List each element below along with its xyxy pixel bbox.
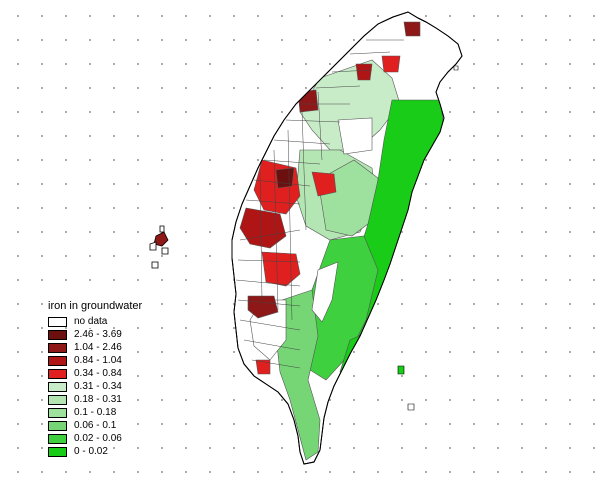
legend-label: 1.04 - 2.46 [73, 341, 123, 354]
legend-label: 0.31 - 0.34 [73, 380, 123, 393]
legend-item: 0.31 - 0.34 [48, 380, 178, 393]
legend-item: 0.06 - 0.1 [48, 419, 178, 432]
district-boundaries [235, 39, 404, 369]
legend-label: 0.02 - 0.06 [73, 432, 123, 445]
legend-swatch [48, 316, 67, 327]
legend-label: 0.06 - 0.1 [73, 419, 118, 432]
legend-item: 2.46 - 3.69 [48, 328, 178, 341]
legend-label: 0.34 - 0.84 [73, 367, 123, 380]
legend-item: 0.1 - 0.18 [48, 406, 178, 419]
orchid-island [407, 403, 415, 411]
legend-label: 0.1 - 0.18 [73, 406, 118, 419]
region-green [275, 289, 321, 461]
legend-item: no data [48, 315, 178, 328]
penghu-islands [149, 225, 169, 269]
map-regions [235, 21, 447, 461]
map-legend: iron in groundwater no data 2.46 - 3.69 1.… [48, 299, 178, 458]
green-island [397, 365, 405, 375]
legend-swatch [48, 329, 67, 340]
legend-item: 0.02 - 0.06 [48, 432, 178, 445]
legend-label: 0 - 0.02 [73, 445, 109, 458]
legend-label: 2.46 - 3.69 [73, 328, 123, 341]
legend-swatch [48, 394, 67, 405]
north-islet [453, 65, 459, 71]
legend-swatch [48, 420, 67, 431]
region-red [403, 21, 421, 37]
region-no-data [311, 261, 339, 323]
legend-rows: no data 2.46 - 3.69 1.04 - 2.46 0.84 - 1.04… [48, 315, 178, 458]
region-red [355, 63, 373, 81]
region-red [381, 55, 401, 73]
legend-label: 0.84 - 1.04 [73, 354, 123, 367]
legend-item: 1.04 - 2.46 [48, 341, 178, 354]
region-red [275, 167, 295, 189]
legend-swatch [48, 381, 67, 392]
legend-swatch [48, 446, 67, 457]
legend-label: 0.18 - 0.31 [73, 393, 123, 406]
region-no-data [337, 117, 373, 155]
region-red [297, 89, 319, 113]
legend-swatch [48, 342, 67, 353]
legend-title: iron in groundwater [48, 299, 145, 313]
legend-item: 0.84 - 1.04 [48, 354, 178, 367]
legend-item: 0 - 0.02 [48, 445, 178, 458]
legend-swatch [48, 407, 67, 418]
legend-item: 0.18 - 0.31 [48, 393, 178, 406]
legend-swatch [48, 355, 67, 366]
legend-item: 0.34 - 0.84 [48, 367, 178, 380]
legend-swatch [48, 368, 67, 379]
legend-swatch [48, 433, 67, 444]
legend-label: no data [73, 315, 109, 328]
region-red [311, 171, 337, 197]
region-red [255, 359, 271, 375]
